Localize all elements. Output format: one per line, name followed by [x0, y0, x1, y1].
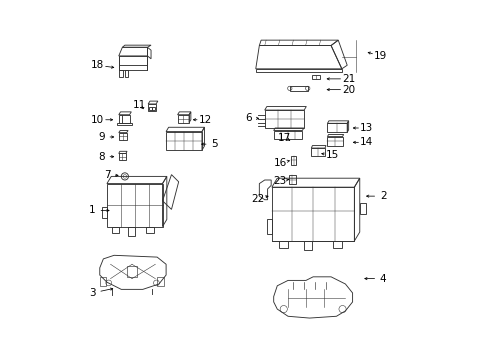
Text: 17: 17 [278, 133, 291, 143]
Bar [128, 226, 135, 235]
Bar [157, 277, 164, 286]
Bar [119, 133, 126, 140]
Bar [126, 266, 137, 277]
Text: 7: 7 [103, 170, 110, 180]
Text: 19: 19 [374, 51, 387, 61]
Text: 14: 14 [360, 138, 373, 147]
Bar [327, 136, 343, 145]
Bar [112, 226, 120, 233]
Text: 9: 9 [98, 132, 105, 142]
Bar [291, 156, 296, 165]
Bar [119, 56, 147, 70]
Text: 8: 8 [98, 152, 105, 162]
Bar [267, 220, 272, 234]
Text: 20: 20 [343, 85, 356, 95]
Bar [117, 123, 132, 126]
Bar [152, 107, 155, 110]
Bar [166, 132, 202, 150]
Bar [274, 131, 302, 139]
Text: 3: 3 [89, 288, 96, 298]
Bar [279, 241, 288, 248]
Bar [327, 123, 347, 132]
Text: 12: 12 [199, 115, 212, 125]
Bar [119, 153, 126, 160]
Text: 6: 6 [245, 113, 252, 123]
Text: 23: 23 [273, 176, 287, 186]
Bar [148, 104, 156, 111]
Text: 13: 13 [360, 123, 373, 133]
Text: 4: 4 [380, 274, 387, 284]
Bar [304, 241, 312, 250]
Text: 22: 22 [251, 194, 264, 204]
Text: 5: 5 [211, 139, 218, 149]
Bar [290, 86, 308, 91]
Bar [147, 226, 153, 233]
Bar [289, 175, 296, 184]
Text: 1: 1 [89, 206, 96, 216]
Text: 21: 21 [343, 74, 356, 84]
Bar [177, 115, 189, 123]
Bar [360, 203, 366, 214]
Bar [119, 115, 129, 123]
Bar [333, 241, 342, 248]
Text: 18: 18 [91, 60, 104, 70]
Bar [149, 107, 152, 110]
Text: 16: 16 [273, 158, 287, 168]
Bar [313, 75, 319, 79]
Text: 2: 2 [380, 191, 387, 201]
Bar [100, 277, 106, 286]
Text: 15: 15 [326, 150, 340, 160]
Bar [256, 69, 342, 72]
Bar [120, 70, 123, 77]
Bar [311, 148, 325, 156]
Text: 10: 10 [91, 115, 104, 125]
Bar [125, 70, 128, 77]
Bar [107, 184, 163, 226]
Bar [272, 187, 354, 241]
Bar [101, 207, 107, 218]
Text: 11: 11 [133, 100, 146, 110]
Bar [265, 110, 304, 128]
